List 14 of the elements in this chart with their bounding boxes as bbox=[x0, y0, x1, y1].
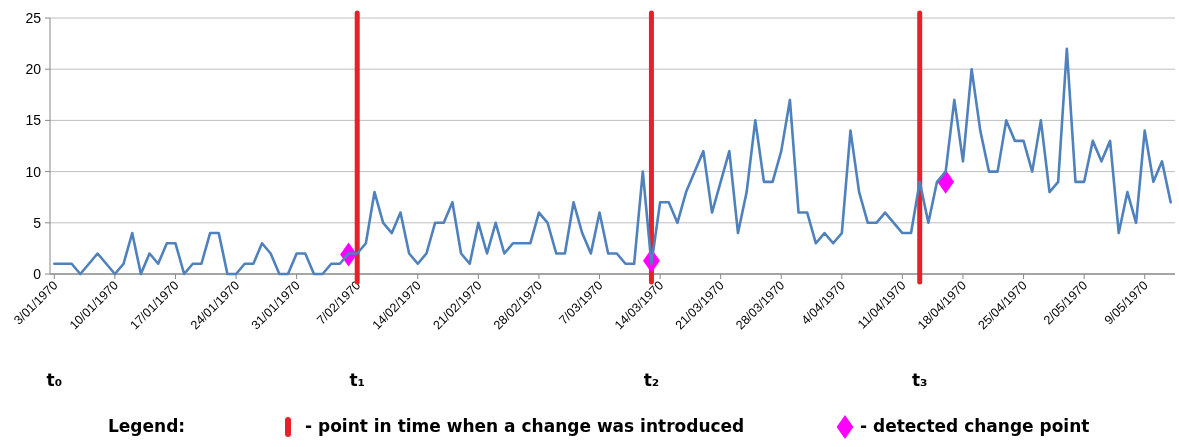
y-tick-label: 10 bbox=[25, 163, 42, 180]
text: - point in time when a change was introduced bbox=[305, 416, 745, 436]
text: t₂ bbox=[643, 370, 660, 390]
legend-label: - detected change point bbox=[860, 416, 1090, 436]
text: t₀ bbox=[46, 370, 63, 390]
y-tick-label: 15 bbox=[25, 112, 42, 129]
y-tick-label: 25 bbox=[25, 9, 42, 26]
text: t₃ bbox=[911, 370, 928, 390]
text: t₁ bbox=[349, 370, 365, 390]
line-series bbox=[53, 47, 1172, 276]
y-tick-label: 20 bbox=[25, 61, 42, 78]
legend-title: Legend: bbox=[108, 416, 186, 436]
y-tick-label: 5 bbox=[33, 214, 42, 231]
y-tick-label: 0 bbox=[33, 265, 42, 282]
